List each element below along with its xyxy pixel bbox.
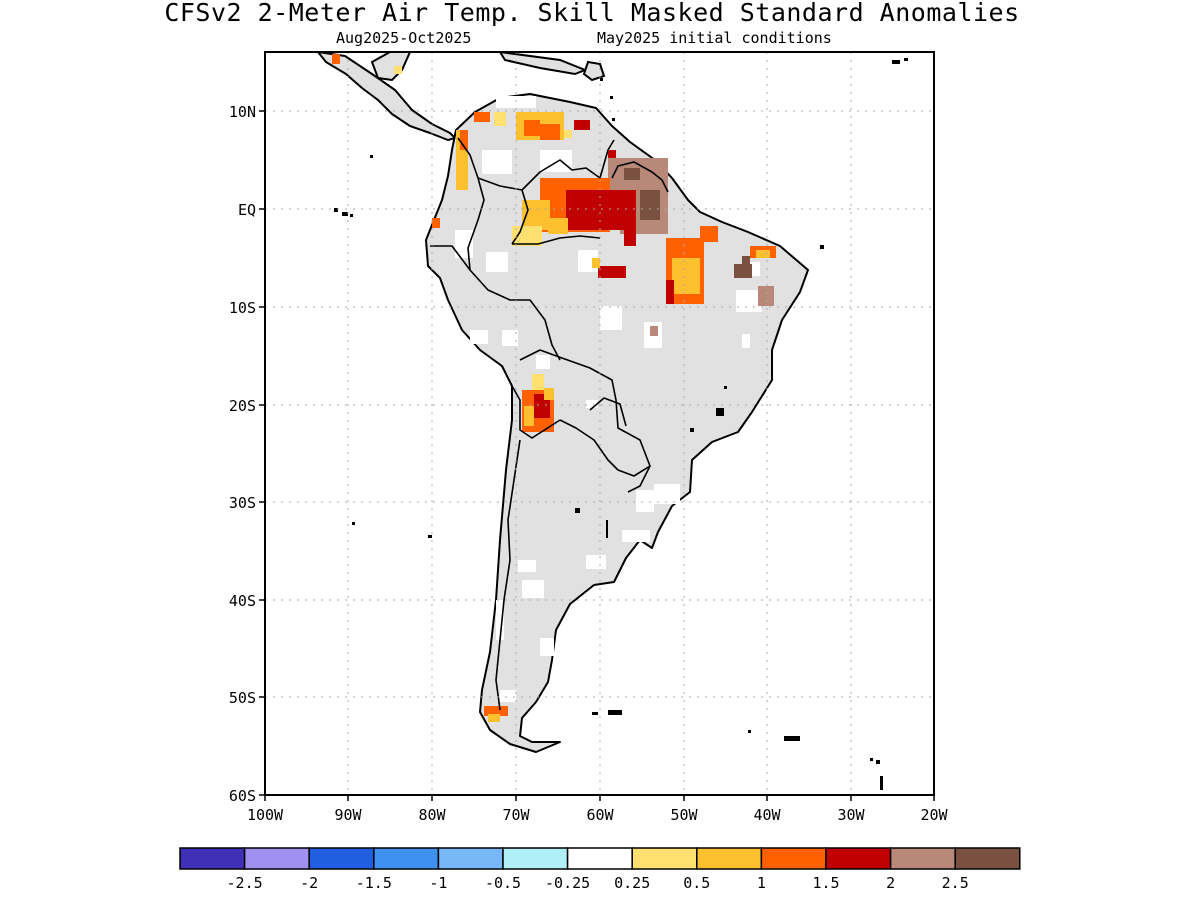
legend-color-box — [889, 847, 956, 870]
lon-tick-label: 30W — [837, 806, 865, 824]
lat-tick-label: EQ — [238, 201, 256, 219]
lon-tick-label: 90W — [334, 806, 362, 824]
island-hispaniola — [582, 60, 606, 82]
legend-value-label: -2 — [300, 874, 318, 892]
lon-tick-label: 50W — [670, 806, 698, 824]
legend-color-box — [437, 847, 504, 870]
legend-color-box — [566, 847, 633, 870]
central-america-land — [317, 52, 456, 141]
legend-color-box — [760, 847, 827, 870]
small-islands — [334, 58, 908, 790]
lon-tick-label: 70W — [502, 806, 530, 824]
legend-value-label: 0.5 — [683, 874, 710, 892]
legend-value-label: 0.25 — [614, 874, 650, 892]
forecast-period: Aug2025-Oct2025 — [336, 29, 472, 47]
lon-tick-label: 100W — [247, 806, 284, 824]
legend-color-box — [243, 847, 310, 870]
legend-value-label: -0.25 — [545, 874, 590, 892]
lat-tick-label: 60S — [229, 787, 256, 805]
lon-tick-label: 80W — [418, 806, 446, 824]
legend-value-label: -2.5 — [227, 874, 263, 892]
anomaly-cells — [332, 54, 776, 722]
lat-tick-label: 50S — [229, 689, 256, 707]
legend-value-label: -1 — [429, 874, 447, 892]
legend-value-label: -1.5 — [356, 874, 392, 892]
legend-color-box — [631, 847, 698, 870]
lon-tick-label: 40W — [753, 806, 781, 824]
lat-tick-label: 10S — [229, 299, 256, 317]
country-borders — [430, 137, 669, 711]
legend-color-box — [308, 847, 375, 870]
lat-tick-label: 10N — [229, 103, 256, 121]
lon-tick-label: 60W — [586, 806, 614, 824]
legend-color-box — [696, 847, 763, 870]
legend-value-label: -0.5 — [485, 874, 521, 892]
neutral-patches — [455, 96, 762, 702]
axis-labels: 100W 90W 80W 70W 60W 50W 40W 30W 20W 10N EQ 10S 20S 3… — [229, 103, 949, 824]
color-legend: -2.5 -2 -1.5 -1 -0.5 -0.25 0.25 0.5 1 1.5 2 2.5 — [179, 847, 1021, 892]
legend-color-box — [825, 847, 892, 870]
legend-value-label: 2.5 — [942, 874, 969, 892]
island-cuba — [498, 52, 588, 76]
lat-tick-label: 20S — [229, 397, 256, 415]
legend-color-box — [179, 847, 246, 870]
map-title: CFSv2 2-Meter Air Temp. Skill Masked Sta… — [164, 0, 1020, 27]
legend-value-label: 1.5 — [812, 874, 839, 892]
lon-tick-label: 20W — [920, 806, 948, 824]
lat-tick-label: 40S — [229, 592, 256, 610]
legend-color-box — [954, 847, 1021, 870]
initial-conditions: May2025 initial conditions — [597, 29, 832, 47]
legend-color-box — [373, 847, 440, 870]
legend-color-box — [502, 847, 569, 870]
legend-value-label: 2 — [886, 874, 895, 892]
lat-tick-label: 30S — [229, 494, 256, 512]
legend-value-label: 1 — [757, 874, 766, 892]
